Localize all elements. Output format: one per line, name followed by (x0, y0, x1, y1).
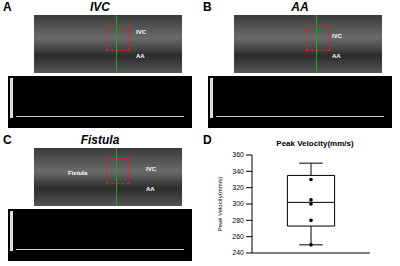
html-text:IVC: IVC (332, 33, 342, 39)
svg-text:360: 360 (232, 151, 244, 158)
html-text:B: B (203, 0, 212, 14)
svg-text:240: 240 (232, 249, 244, 256)
svg-text:340: 340 (232, 168, 244, 175)
svg-text:Peak Velocity(mm/s): Peak Velocity(mm/s) (217, 177, 223, 232)
svg-text:280: 280 (232, 217, 244, 224)
svg-text:300: 300 (232, 200, 244, 207)
html-text:C: C (3, 133, 12, 147)
html-text:IVC: IVC (146, 166, 156, 172)
html-text:Fistula: Fistula (68, 170, 88, 176)
html-text:AA: AA (136, 53, 145, 59)
html-text:D: D (203, 133, 212, 147)
svg-text:260: 260 (232, 233, 244, 240)
html-text:AA: AA (146, 186, 155, 192)
html-text:Fistula: Fistula (80, 133, 120, 147)
html-text:IVC: IVC (136, 29, 146, 35)
html-text:Peak Velocity(mm/s): Peak Velocity(mm/s) (276, 139, 354, 148)
html-text:AA: AA (332, 53, 341, 59)
html-text:A: A (3, 0, 12, 14)
svg-text:320: 320 (232, 184, 244, 191)
html-text:AA: AA (291, 0, 309, 14)
html-text:IVC: IVC (90, 0, 110, 14)
